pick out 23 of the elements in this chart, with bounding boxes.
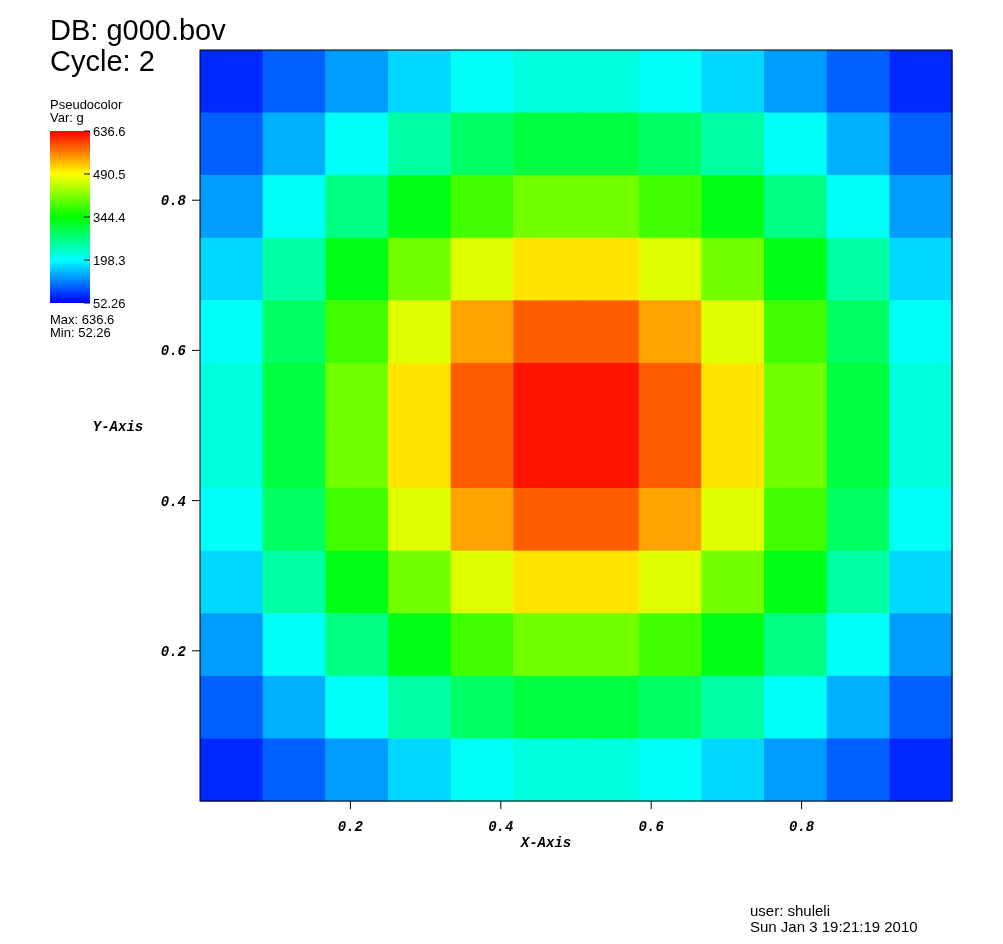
color-bar-label: 636.6 bbox=[93, 124, 126, 139]
text: Max: 636.6 bbox=[50, 312, 115, 327]
y-tick-label: 0.6 bbox=[160, 343, 187, 360]
y-tick-label: 0.4 bbox=[160, 493, 186, 510]
color-bar-label: 344.4 bbox=[93, 210, 126, 226]
y-axis-title: Y-Axis bbox=[92, 418, 144, 435]
text: user: shuleli bbox=[750, 902, 831, 919]
color-bar-label: 198.3 bbox=[93, 253, 126, 269]
x-axis-title: X-Axis bbox=[519, 835, 572, 851]
text: Pseudocolor bbox=[50, 97, 123, 112]
text: Min: 52.26 bbox=[50, 325, 111, 340]
x-tick-label: 0.8 bbox=[788, 819, 815, 835]
color-bar-label: 52.26 bbox=[93, 296, 126, 311]
x-tick-label: 0.2 bbox=[337, 819, 364, 835]
y-tick-label: 0.2 bbox=[160, 643, 187, 660]
text: Sun Jan 3 19:21:19 2010 bbox=[750, 918, 918, 935]
chart-subtitle: Cycle: 2 bbox=[50, 45, 155, 77]
x-tick-label: 0.4 bbox=[488, 819, 514, 835]
chart-title: DB: g000.bov bbox=[50, 14, 227, 46]
color-bar-label: 490.5 bbox=[93, 167, 126, 182]
color-bar-title: Var: g bbox=[50, 110, 84, 125]
x-tick-label: 0.6 bbox=[638, 819, 665, 835]
y-tick-label: 0.8 bbox=[160, 193, 187, 210]
